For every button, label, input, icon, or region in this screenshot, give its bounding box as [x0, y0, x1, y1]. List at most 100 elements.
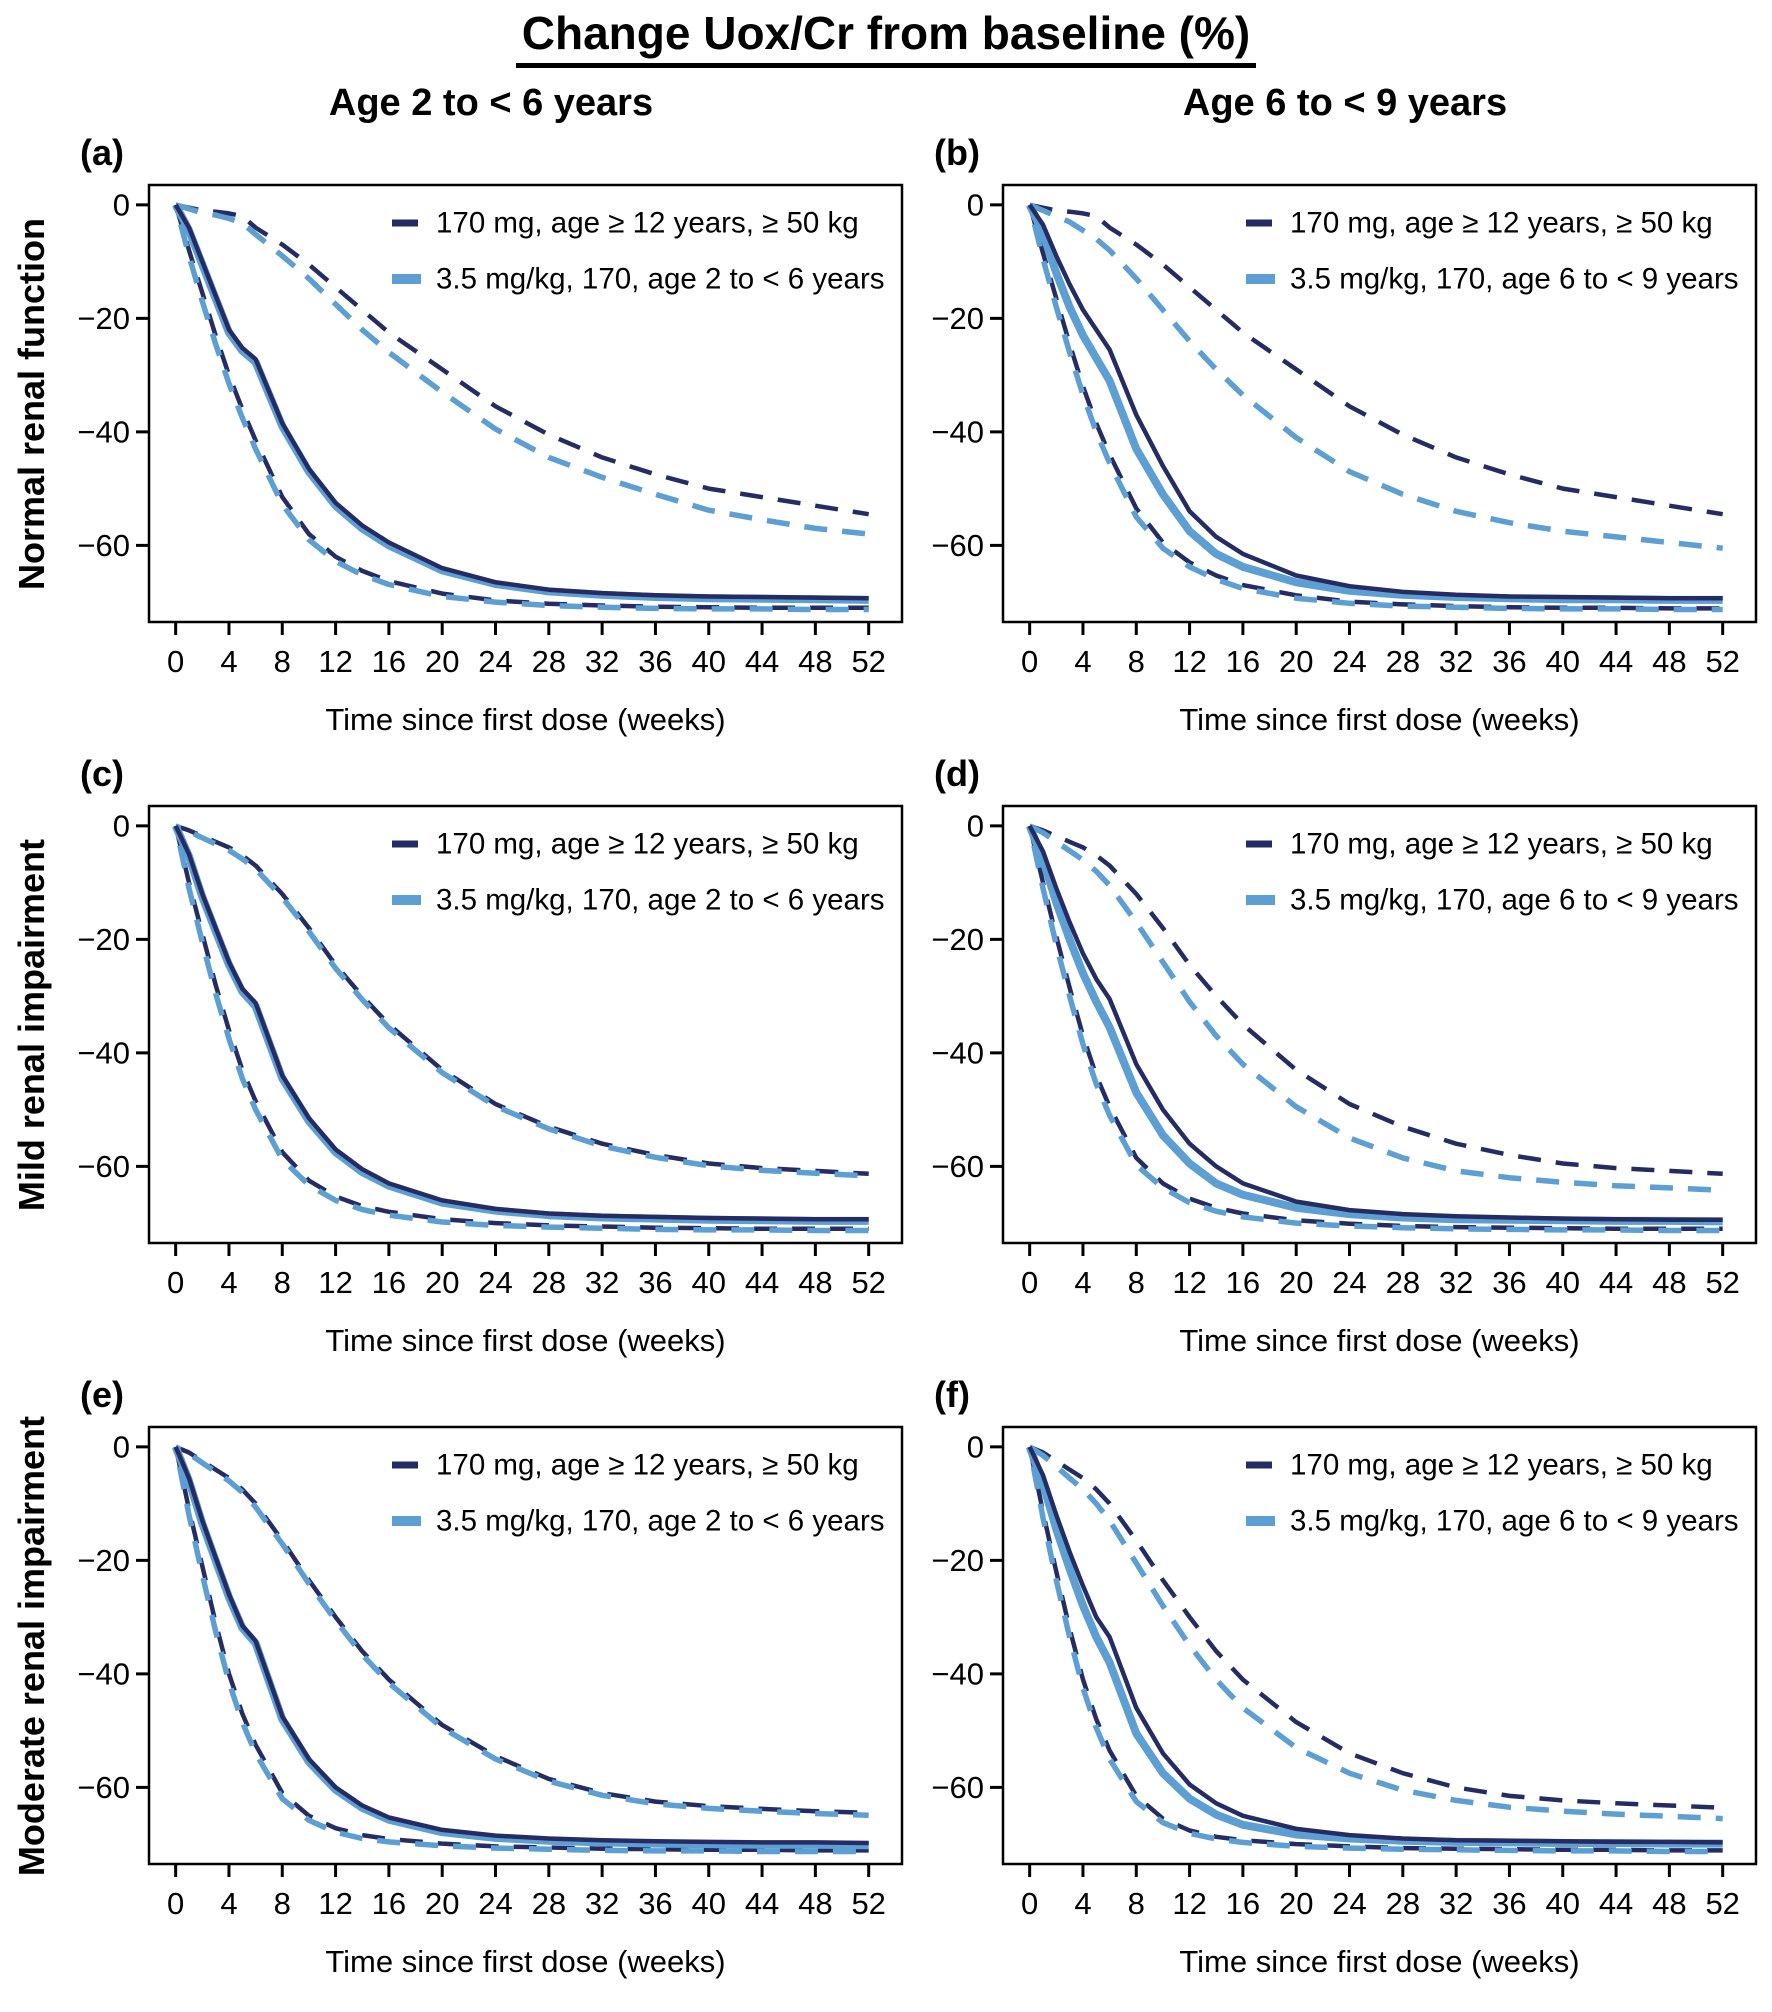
- x-tick-label: 36: [1492, 1265, 1526, 1300]
- series-adult_median: [173, 1446, 869, 1846]
- x-tick-label: 20: [1278, 1886, 1312, 1921]
- x-tick-label: 0: [1021, 644, 1038, 679]
- x-tick-label: 44: [1598, 644, 1632, 679]
- column-header-age-2-6: Age 2 to < 6 years: [328, 82, 654, 124]
- x-tick-label: 28: [1385, 644, 1419, 679]
- series-peds_upper_percentile: [174, 202, 869, 537]
- panel-label-e: (e): [80, 1374, 124, 1415]
- panel-label-f: (f): [934, 1374, 970, 1415]
- series-adult_upper_percentile: [174, 823, 869, 1177]
- row-label-mild-renal-impairment: Mild renal impairment: [11, 839, 52, 1212]
- series-peds_upper_percentile: [1027, 823, 1723, 1193]
- panel-c-plot: 0−20−40−600 4 8 12 16 20 24 28 32 36 40 44 48 52Time …: [77, 804, 903, 1358]
- panel-e-plot: 0−20−40−600 4 8 12 16 20 24 28 32 36 40 44 48 52Time …: [77, 1425, 903, 1979]
- x-tick-label: 48: [798, 644, 832, 679]
- x-tick-label: 24: [478, 1265, 512, 1300]
- y-tick-label: −20: [77, 1543, 130, 1578]
- panel-b: (b) 0 −20 −40 −60 0 4 8 12 16 20 24 28 32 36 40 44 48 52 T…: [918, 129, 1772, 750]
- y-tick-label: 0: [112, 188, 129, 223]
- x-tick-label: 4: [1074, 1265, 1091, 1300]
- panel-label-c: (c): [80, 753, 124, 794]
- x-tick-label: 48: [1652, 644, 1686, 679]
- y-tick-label: 0: [966, 1430, 983, 1465]
- panel-label-b: (b): [934, 132, 980, 173]
- x-tick-label: 32: [1438, 1265, 1472, 1300]
- y-tick-label: −20: [931, 1543, 984, 1578]
- x-tick-label: 36: [638, 1265, 672, 1300]
- header-spacer: [0, 76, 64, 129]
- series-adult_lower_percentile: [173, 204, 869, 611]
- x-tick-label: 24: [1332, 1265, 1366, 1300]
- row-mild-renal-impairment: Mild renal impairment (c) 0 −20 −40 −60 0 4 8 1…: [0, 750, 1772, 1371]
- x-tick-label: 8: [1127, 644, 1144, 679]
- x-axis-title: Time since first dose (weeks): [325, 1944, 725, 1979]
- x-tick-label: 0: [167, 1886, 184, 1921]
- plot-frame: [1001, 183, 1757, 624]
- series-peds_lower_percentile: [1026, 825, 1723, 1234]
- y-tick-label: −60: [931, 1149, 984, 1184]
- x-tick-label: 32: [1438, 1886, 1472, 1921]
- x-tick-label: 40: [691, 1886, 725, 1921]
- series-peds_lower_percentile: [1026, 1446, 1723, 1855]
- x-tick-label: 48: [798, 1886, 832, 1921]
- x-tick-label: 40: [1545, 1886, 1579, 1921]
- x-tick-label: 52: [1705, 1265, 1739, 1300]
- x-tick-label: 8: [273, 1886, 290, 1921]
- y-tick-label: −20: [77, 301, 130, 336]
- row-label-moderate-renal-impairment: Moderate renal impairment: [11, 1416, 52, 1877]
- x-tick-label: 32: [584, 1265, 618, 1300]
- x-tick-label: 12: [1172, 644, 1206, 679]
- x-tick-label: 44: [744, 1886, 778, 1921]
- x-tick-label: 40: [1545, 644, 1579, 679]
- legend-label: 3.5 mg/kg, 170, age 6 to < 9 years: [1290, 884, 1739, 917]
- x-axis-title: Time since first dose (weeks): [1179, 1944, 1579, 1979]
- x-tick-label: 40: [691, 644, 725, 679]
- x-tick-label: 8: [273, 644, 290, 679]
- x-tick-label: 4: [1074, 1886, 1091, 1921]
- panel-c: (c) 0 −20 −40 −60 0 4 8 12 16 20 24 28 32 36 40 44 48 52 T…: [64, 750, 918, 1371]
- x-tick-label: 4: [1074, 644, 1091, 679]
- x-tick-label: 36: [638, 644, 672, 679]
- y-tick-label: −40: [77, 1657, 130, 1692]
- x-axis-title: Time since first dose (weeks): [325, 1323, 725, 1358]
- series-adult_median: [1027, 824, 1723, 1222]
- x-tick-label: 12: [318, 1886, 352, 1921]
- panel-f-plot: 0−20−40−600 4 8 12 16 20 24 28 32 36 40 44 48 52Time …: [931, 1425, 1757, 1979]
- x-tick-label: 12: [1172, 1886, 1206, 1921]
- y-tick-label: 0: [966, 809, 983, 844]
- row-label-normal-renal-function: Normal renal function: [11, 218, 52, 591]
- x-tick-label: 28: [531, 1886, 565, 1921]
- x-tick-label: 32: [1438, 644, 1472, 679]
- x-tick-label: 24: [1332, 1886, 1366, 1921]
- series-adult_lower_percentile: [172, 1446, 869, 1853]
- y-tick-label: −20: [931, 922, 984, 957]
- plot-frame: [1001, 804, 1757, 1245]
- series-adult_median: [1027, 203, 1723, 601]
- legend-label: 170 mg, age ≥ 12 years, ≥ 50 kg: [1290, 207, 1713, 240]
- y-tick-label: 0: [112, 1430, 129, 1465]
- series-adult_median: [173, 203, 869, 601]
- panel-a-plot: 0−20−40−600 4 8 12 16 20 24 28 32 36 40 44 48 52Time …: [77, 183, 903, 737]
- x-tick-label: 40: [1545, 1265, 1579, 1300]
- panel-d: (d) 0 −20 −40 −60 0 4 8 12 16 20 24 28 32 36 40 44 48 52 T…: [918, 750, 1772, 1371]
- legend-label: 170 mg, age ≥ 12 years, ≥ 50 kg: [436, 207, 859, 240]
- x-tick-label: 52: [1705, 1886, 1739, 1921]
- x-tick-label: 36: [1492, 644, 1526, 679]
- x-tick-label: 44: [1598, 1886, 1632, 1921]
- x-tick-label: 28: [1385, 1265, 1419, 1300]
- y-tick-label: −40: [931, 1036, 984, 1071]
- x-tick-label: 24: [478, 1886, 512, 1921]
- x-tick-label: 8: [1127, 1265, 1144, 1300]
- x-tick-label: 4: [220, 1265, 237, 1300]
- row-normal-renal-function: Normal renal function (a) 0 −20 −40 −60 0 4 8 1…: [0, 129, 1772, 750]
- x-tick-label: 16: [371, 644, 405, 679]
- y-tick-label: −40: [77, 1036, 130, 1071]
- x-tick-label: 48: [1652, 1265, 1686, 1300]
- x-tick-label: 4: [220, 1886, 237, 1921]
- y-tick-label: 0: [112, 809, 129, 844]
- x-tick-label: 0: [1021, 1265, 1038, 1300]
- legend-label: 3.5 mg/kg, 170, age 6 to < 9 years: [1290, 263, 1739, 296]
- legend-label: 170 mg, age ≥ 12 years, ≥ 50 kg: [1290, 1449, 1713, 1482]
- y-tick-label: −60: [77, 528, 130, 563]
- x-tick-label: 36: [638, 1886, 672, 1921]
